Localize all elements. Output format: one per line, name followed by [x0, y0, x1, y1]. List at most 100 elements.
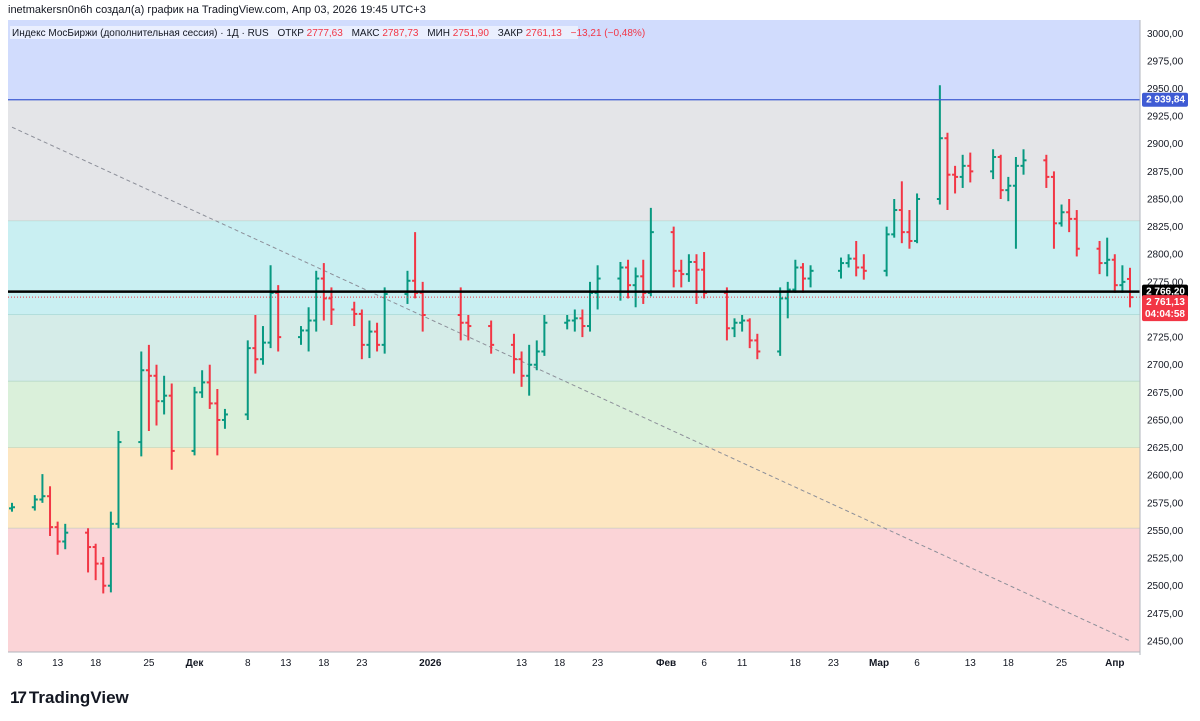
x-tick-label: 25	[143, 658, 155, 669]
legend-symbol: Индекс МосБиржи (дополнительная сессия) …	[12, 28, 269, 39]
ohlc-bar	[853, 240, 860, 277]
ohlc-bar	[647, 207, 654, 297]
ohlc-bar	[328, 287, 335, 325]
y-tick-label: 2700,00	[1147, 360, 1184, 371]
x-tick-label: 13	[516, 658, 528, 669]
ohlc-bar	[39, 474, 46, 503]
ohlc-bar	[92, 543, 99, 581]
ohlc-bar	[997, 154, 1004, 199]
ohlc-bar	[883, 226, 890, 277]
y-tick-label: 2650,00	[1147, 415, 1184, 426]
level-badge-blue-bg	[1142, 92, 1188, 107]
ohlc-bar	[199, 370, 206, 398]
ohlc-bar	[1119, 265, 1126, 293]
y-tick-label: 2925,00	[1147, 112, 1184, 123]
y-tick-label: 2525,00	[1147, 554, 1184, 565]
ohlc-bar	[1050, 171, 1057, 249]
y-tick-label: 2875,00	[1147, 167, 1184, 178]
legend-close-label: ЗАКР	[498, 28, 524, 39]
ohlc-bar	[510, 333, 517, 374]
x-tick-label: 13	[52, 658, 64, 669]
ohlc-bar	[259, 326, 266, 365]
x-tick-label: 23	[592, 658, 604, 669]
ohlc-bar	[1096, 240, 1103, 275]
ohlc-bar	[685, 254, 692, 282]
ohlc-bar	[967, 152, 974, 183]
level-badge-blue-text: 2 939,84	[1146, 95, 1185, 106]
ohlc-bar	[792, 259, 799, 293]
ohlc-bar	[465, 315, 472, 341]
x-tick-label: 6	[701, 658, 707, 669]
ohlc-bar	[191, 386, 198, 456]
legend-change: −13,21 (−0,48%)	[571, 28, 646, 39]
ohlc-bar	[62, 523, 69, 550]
x-tick-label: 18	[90, 658, 102, 669]
x-tick-label: 23	[356, 658, 368, 669]
ohlc-bar	[54, 521, 61, 555]
ohlc-bar	[777, 287, 784, 356]
ohlc-bar	[1043, 154, 1050, 188]
ohlc-bar	[1020, 149, 1027, 175]
ohlc-bar	[518, 351, 525, 387]
ohlc-bar	[221, 408, 228, 429]
horizontal-levels	[8, 99, 1140, 298]
tradingview-logo[interactable]: 17 TradingView	[10, 688, 129, 708]
y-tick-label: 2825,00	[1147, 222, 1184, 233]
y-tick-label: 2500,00	[1147, 581, 1184, 592]
chart-credit-header: inetmakersn0n6h создал(а) график на Trad…	[8, 4, 426, 16]
last-price-badge-text: 2 761,13	[1146, 297, 1185, 308]
y-tick-label: 2600,00	[1147, 471, 1184, 482]
x-tick-label: 8	[245, 658, 251, 669]
ohlc-bar	[404, 270, 411, 304]
ohlc-bar	[275, 285, 282, 352]
ohlc-bar	[952, 165, 959, 194]
y-tick-label: 2450,00	[1147, 636, 1184, 647]
ohlc-bar	[632, 267, 639, 308]
legend-open-value: 2777,63	[307, 28, 344, 39]
y-tick-label: 2550,00	[1147, 526, 1184, 537]
ohlc-bar	[990, 149, 997, 180]
ohlc-bar	[541, 315, 548, 356]
ohlc-bar	[1111, 254, 1118, 293]
price-zone-5	[8, 381, 1140, 448]
ohlc-bar	[571, 309, 578, 332]
ohlc-bar	[313, 270, 320, 332]
legend-low-label: МИН	[427, 28, 450, 39]
ohlc-bar	[959, 154, 966, 188]
x-tick-label: 25	[1056, 658, 1068, 669]
ohlc-bar	[115, 431, 122, 529]
price-zone-6	[8, 447, 1140, 529]
ohlc-bar	[412, 232, 419, 299]
ohlc-bar	[1066, 198, 1073, 233]
ohlc-bar	[799, 263, 806, 293]
legend-close-value: 2761,13	[526, 28, 563, 39]
ohlc-bar	[168, 383, 175, 470]
ohlc-bar	[100, 556, 107, 594]
ohlc-bar	[298, 326, 305, 345]
ohlc-bar	[488, 320, 495, 354]
ohlc-bar	[1104, 237, 1111, 277]
ohlc-bar	[594, 265, 601, 310]
legend-low-value: 2751,90	[453, 28, 490, 39]
ohlc-bar	[85, 528, 92, 573]
ohlc-bar	[723, 287, 730, 341]
ohlc-bar	[351, 301, 358, 327]
ohlc-bar	[739, 315, 746, 332]
ohlc-bar	[161, 375, 168, 415]
x-tick-label: 23	[828, 658, 840, 669]
level-badge-black-text: 2 766,20	[1146, 287, 1185, 298]
ohlc-bar	[678, 259, 685, 288]
ohlc-bar	[564, 315, 571, 330]
ohlc-bar	[693, 254, 700, 304]
legend-open-label: ОТКР	[277, 28, 304, 39]
x-tick-label: 2026	[419, 658, 442, 669]
y-tick-label: 2675,00	[1147, 388, 1184, 399]
trendline-layer	[11, 126, 1131, 642]
ohlc-bar	[206, 364, 213, 409]
x-tick-label: Апр	[1105, 658, 1124, 669]
price-zone-3	[8, 221, 1140, 316]
ohlc-bar	[754, 333, 761, 360]
ohlc-bar	[153, 364, 160, 426]
